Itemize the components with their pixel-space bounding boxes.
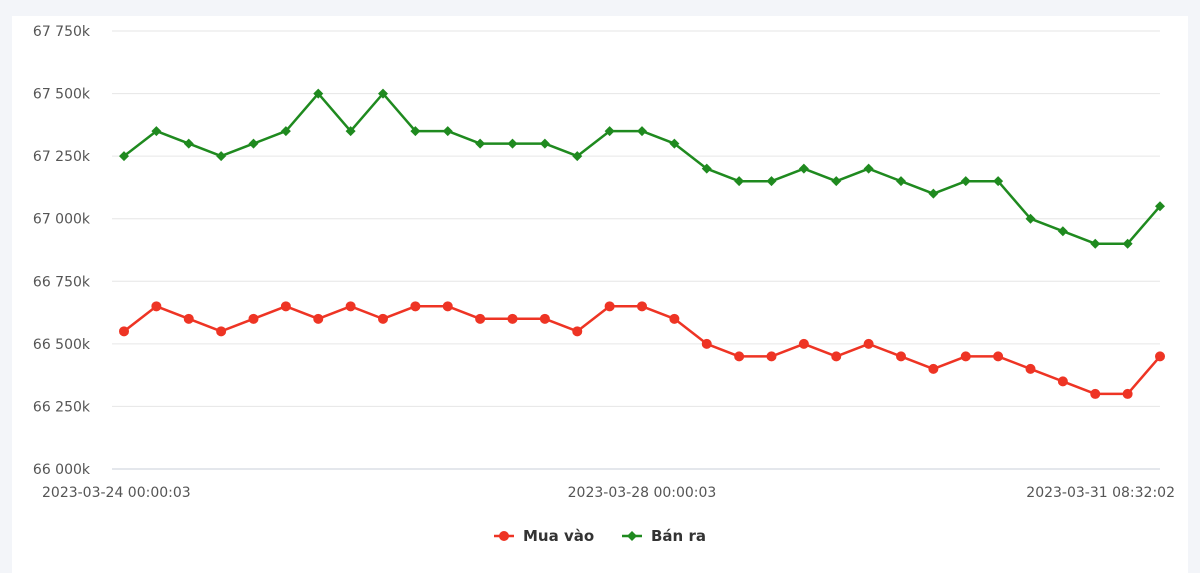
series-layer bbox=[119, 88, 1165, 399]
data-point[interactable] bbox=[1057, 376, 1068, 387]
data-point[interactable] bbox=[863, 338, 874, 349]
data-point[interactable] bbox=[734, 176, 745, 187]
data-point[interactable] bbox=[378, 88, 388, 99]
data-point[interactable] bbox=[345, 126, 356, 137]
data-point[interactable] bbox=[280, 126, 291, 137]
data-point[interactable] bbox=[637, 301, 647, 312]
data-point[interactable] bbox=[701, 163, 712, 174]
legend-marker bbox=[627, 531, 637, 541]
data-point[interactable] bbox=[960, 176, 971, 187]
data-point[interactable] bbox=[993, 351, 1004, 362]
data-point[interactable] bbox=[1090, 388, 1101, 399]
data-point[interactable] bbox=[539, 313, 550, 324]
x-tick-label: 2023-03-24 00:00:03 bbox=[42, 485, 191, 501]
data-point[interactable] bbox=[119, 326, 129, 337]
data-point[interactable] bbox=[280, 301, 291, 312]
data-point[interactable] bbox=[669, 313, 680, 324]
data-point[interactable] bbox=[604, 301, 615, 312]
legend-item-2[interactable]: Bán ra bbox=[622, 527, 706, 545]
data-point[interactable] bbox=[1025, 213, 1036, 224]
data-point[interactable] bbox=[475, 313, 486, 324]
y-tick-label: 66 750k bbox=[33, 274, 91, 290]
data-point[interactable] bbox=[572, 151, 583, 162]
x-tick-label: 2023-03-28 00:00:03 bbox=[568, 485, 717, 501]
x-tick-label: 2023-03-31 08:32:02 bbox=[1026, 485, 1175, 501]
data-point[interactable] bbox=[1057, 226, 1068, 237]
y-tick-label: 66 000k bbox=[33, 462, 91, 478]
data-point[interactable] bbox=[183, 138, 194, 149]
series-line bbox=[123, 305, 1161, 396]
legend-item-1[interactable]: Mua vào bbox=[494, 527, 594, 545]
data-point[interactable] bbox=[701, 338, 712, 349]
data-point[interactable] bbox=[507, 313, 518, 324]
y-axis: 66 000k 66 250k 66 500k 66 750k 67 000k 67 25… bbox=[33, 24, 91, 478]
y-tick-label: 67 000k bbox=[33, 212, 91, 228]
y-tick-label: 67 500k bbox=[33, 87, 91, 103]
data-point[interactable] bbox=[507, 138, 518, 149]
x-axis: 2023-03-24 00:00:03 2023-03-28 00:00:03 20… bbox=[42, 485, 1175, 501]
data-point[interactable] bbox=[1155, 201, 1165, 212]
data-point[interactable] bbox=[151, 301, 162, 312]
data-point[interactable] bbox=[766, 176, 777, 187]
data-point[interactable] bbox=[734, 351, 745, 362]
data-point[interactable] bbox=[216, 151, 227, 162]
data-point[interactable] bbox=[410, 301, 421, 312]
data-point[interactable] bbox=[313, 313, 324, 324]
chart-card: 66 000k 66 250k 66 500k 66 750k 67 000k 67 25… bbox=[12, 16, 1188, 573]
data-point[interactable] bbox=[637, 126, 647, 137]
data-point[interactable] bbox=[345, 301, 356, 312]
data-point[interactable] bbox=[248, 313, 259, 324]
y-tick-label: 67 750k bbox=[33, 24, 91, 40]
data-point[interactable] bbox=[539, 138, 550, 149]
data-point[interactable] bbox=[1155, 351, 1165, 362]
y-tick-label: 66 500k bbox=[33, 337, 91, 353]
data-point[interactable] bbox=[896, 176, 906, 187]
data-point[interactable] bbox=[831, 176, 842, 187]
data-point[interactable] bbox=[1090, 238, 1101, 249]
data-point[interactable] bbox=[766, 351, 777, 362]
data-point[interactable] bbox=[993, 176, 1004, 187]
data-point[interactable] bbox=[1122, 238, 1133, 249]
data-point[interactable] bbox=[410, 126, 421, 137]
data-point[interactable] bbox=[313, 88, 324, 99]
y-tick-label: 66 250k bbox=[33, 399, 91, 415]
data-point[interactable] bbox=[604, 126, 615, 137]
data-point[interactable] bbox=[896, 351, 906, 362]
grid-layer bbox=[112, 30, 1160, 470]
series-1 bbox=[119, 301, 1165, 399]
data-point[interactable] bbox=[248, 138, 259, 149]
data-point[interactable] bbox=[183, 313, 194, 324]
data-point[interactable] bbox=[863, 163, 874, 174]
series-line bbox=[123, 92, 1161, 245]
data-point[interactable] bbox=[572, 326, 583, 337]
data-point[interactable] bbox=[442, 301, 453, 312]
data-point[interactable] bbox=[378, 313, 388, 324]
data-point[interactable] bbox=[798, 163, 809, 174]
data-point[interactable] bbox=[151, 126, 162, 137]
data-point[interactable] bbox=[1025, 363, 1036, 374]
series-2 bbox=[119, 88, 1165, 249]
data-point[interactable] bbox=[442, 126, 453, 137]
y-tick-label: 67 250k bbox=[33, 149, 91, 165]
data-point[interactable] bbox=[119, 151, 129, 162]
data-point[interactable] bbox=[1122, 388, 1133, 399]
legend-label: Bán ra bbox=[651, 527, 706, 545]
price-line-chart: 66 000k 66 250k 66 500k 66 750k 67 000k 67 25… bbox=[33, 24, 1175, 545]
legend-marker bbox=[499, 531, 509, 541]
data-point[interactable] bbox=[831, 351, 842, 362]
data-point[interactable] bbox=[475, 138, 486, 149]
data-point[interactable] bbox=[960, 351, 971, 362]
data-point[interactable] bbox=[928, 188, 939, 199]
data-point[interactable] bbox=[216, 326, 227, 337]
legend-label: Mua vào bbox=[523, 527, 594, 545]
data-point[interactable] bbox=[798, 338, 809, 349]
legend: Mua vào Bán ra bbox=[494, 527, 706, 545]
data-point[interactable] bbox=[669, 138, 680, 149]
data-point[interactable] bbox=[928, 363, 939, 374]
